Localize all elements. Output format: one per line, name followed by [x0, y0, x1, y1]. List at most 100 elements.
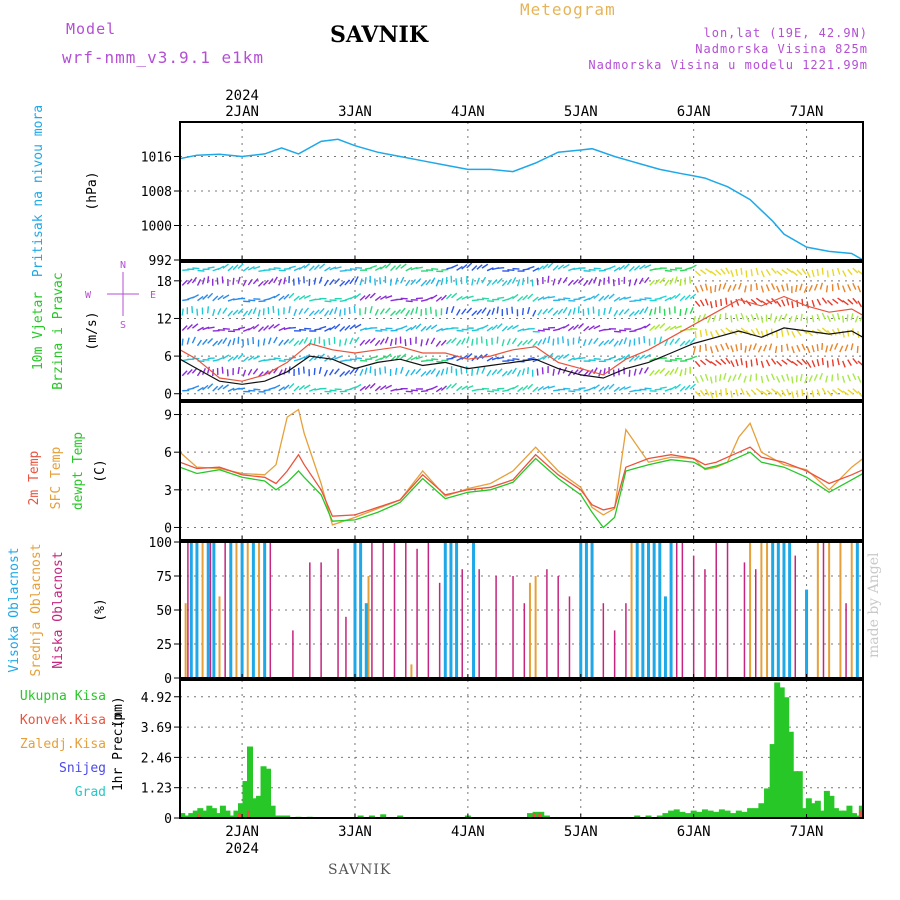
wind-arrow — [222, 294, 230, 300]
wind-arrow — [466, 336, 470, 344]
wind-arrow — [339, 309, 342, 317]
cloud-low-bar — [371, 542, 373, 678]
wind-arrow — [248, 389, 256, 392]
wind-arrow — [252, 278, 259, 285]
wind-arrow — [659, 367, 666, 374]
cloud-mid-bar — [235, 542, 238, 678]
wind-arrow — [547, 385, 555, 389]
wind-arrow — [639, 298, 647, 301]
wind-arrow — [598, 295, 605, 302]
cloud-high-bar — [776, 542, 780, 678]
wind-arrow — [288, 265, 296, 269]
cloud-mid-bar — [828, 542, 831, 678]
wind-arrow — [760, 375, 764, 384]
precip-total-bar — [696, 811, 703, 818]
wind-arrow — [511, 337, 517, 345]
panel-frame — [179, 679, 864, 819]
wind-arrow — [227, 356, 234, 362]
wind-arrow — [532, 296, 539, 302]
wind-arrow — [850, 343, 854, 351]
wind-arrow — [496, 323, 503, 330]
wind-arrow — [359, 327, 367, 332]
cloud-low-bar — [568, 596, 571, 678]
cloud-high-bar — [635, 542, 639, 678]
wind-arrow — [394, 337, 397, 345]
wind-arrow — [699, 329, 703, 338]
wind-arrow — [857, 285, 862, 293]
cloud-high-bar — [472, 542, 476, 678]
wind-arrow — [588, 278, 593, 285]
wind-arrow — [709, 331, 714, 339]
wind-arrow — [257, 326, 264, 333]
wind-arrow — [778, 314, 783, 322]
wind-arrow — [730, 390, 733, 398]
cloud-low-bar — [495, 576, 497, 678]
wind-arrow — [740, 358, 743, 366]
wind-arrow — [206, 276, 210, 284]
cloud-high-bar — [353, 542, 357, 678]
precip-total-bar — [668, 810, 675, 818]
wind-arrow — [669, 385, 677, 391]
cloud-low-bar — [309, 562, 311, 678]
wind-arrow — [745, 360, 748, 368]
wind-arrow — [181, 308, 184, 316]
wind-arrow — [684, 367, 687, 376]
wind-arrow — [227, 310, 234, 317]
wind-arrow — [536, 368, 539, 376]
wind-arrow — [598, 369, 602, 377]
wind-arrow — [192, 267, 200, 270]
wind-arrow — [707, 316, 712, 324]
wind-arrow — [791, 376, 794, 384]
wind-arrow — [273, 336, 278, 344]
wind-arrow — [852, 297, 858, 305]
wind-arrow — [842, 390, 849, 396]
precip-total-bar — [251, 798, 258, 818]
wind-arrow — [826, 330, 833, 337]
wind-arrow — [450, 337, 457, 344]
wind-arrow — [354, 357, 363, 360]
wind-arrow — [349, 277, 355, 285]
wind-arrow — [379, 367, 382, 375]
cloud-mid-bar — [367, 576, 370, 678]
wind-arrow — [799, 373, 803, 382]
wind-arrow — [732, 283, 737, 291]
wind-unit-label: (m/s) — [85, 311, 100, 350]
wind-arrow — [552, 309, 559, 316]
wind-arrow — [217, 384, 224, 391]
precip-legend-item: Grad — [75, 785, 106, 800]
wind-arrow — [781, 269, 788, 275]
wind-arrow — [268, 278, 274, 285]
wind-axis-label-1: 10m Vjetar — [31, 292, 46, 370]
wind-arrow — [328, 308, 334, 316]
wind-arrow — [461, 354, 468, 360]
wind-arrow — [308, 265, 315, 272]
wind-arrow — [385, 295, 393, 299]
wind-arrow — [603, 294, 610, 301]
wind-arrow — [247, 308, 253, 316]
y-tick-label: 1016 — [141, 151, 172, 166]
wind-arrow — [552, 368, 555, 376]
wind-arrow — [801, 358, 808, 365]
wind-arrow — [705, 358, 712, 364]
wind-arrow — [811, 390, 815, 398]
wind-arrow — [466, 262, 473, 269]
wind-arrow — [237, 276, 241, 284]
wind-arrow — [854, 315, 859, 323]
wind-arrow — [725, 342, 730, 350]
cloud-unit-label: (%) — [93, 598, 108, 621]
precip-total-bar — [274, 815, 281, 818]
cloud-low-bar — [557, 576, 559, 678]
wind-arrow — [532, 340, 538, 348]
cloud-high-bar — [455, 542, 459, 678]
precip-total-bar — [656, 815, 663, 818]
cloud-low-bar — [478, 569, 480, 678]
wind-arrow — [186, 369, 193, 376]
precip-legend-item: Snijeg — [59, 761, 106, 776]
y-tick-label: 0 — [164, 672, 172, 687]
wind-arrow — [806, 301, 810, 309]
cloud-low-bar — [602, 603, 605, 678]
wind-arrow — [693, 316, 697, 324]
wind-arrow — [593, 324, 601, 330]
wind-arrow — [852, 267, 859, 274]
wind-arrow — [440, 294, 447, 301]
